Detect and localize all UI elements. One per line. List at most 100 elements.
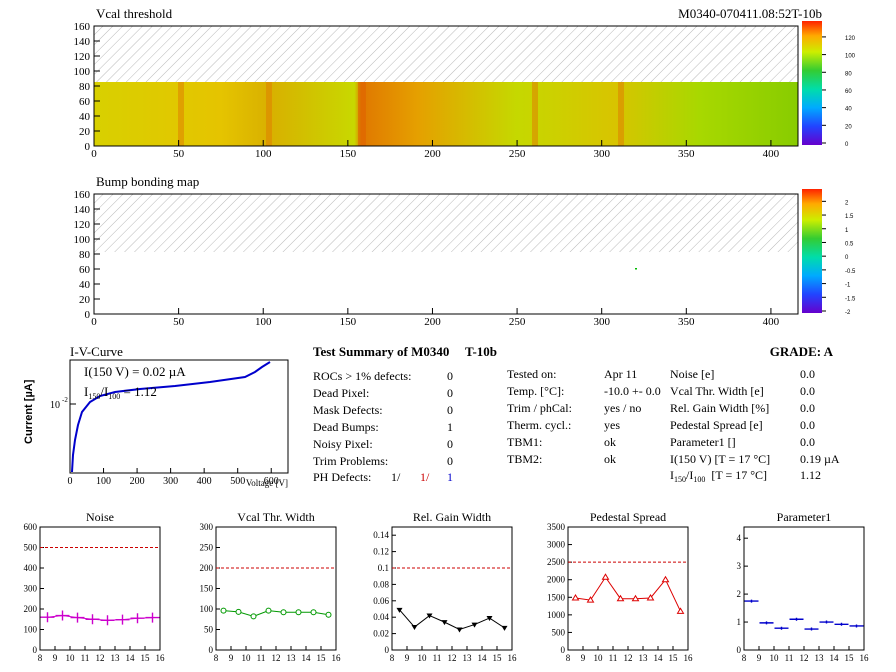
chart-y-tick-label: 0.02 bbox=[373, 629, 389, 639]
chart-point bbox=[115, 614, 130, 625]
chart-y-tick-label: 0 bbox=[737, 645, 742, 655]
chart-x-tick-label: 12 bbox=[272, 653, 281, 663]
map2-title: Bump bonding map bbox=[96, 174, 199, 189]
chart-y-tick-label: 0 bbox=[33, 645, 38, 655]
condition-label: TBM2: bbox=[507, 452, 542, 466]
iv-ytick-exp: -2 bbox=[62, 396, 68, 404]
chart-x-tick-label: 15 bbox=[845, 653, 855, 663]
palette-tick-label: -1.5 bbox=[845, 296, 856, 302]
chart-title: Pedestal Spread bbox=[590, 510, 666, 524]
iv-x-tick-label: 0 bbox=[68, 476, 73, 487]
map-y-tick-label: 140 bbox=[74, 36, 91, 48]
iv-xlabel: Voltage [V] bbox=[246, 478, 288, 488]
palette-tick-label: -0.5 bbox=[845, 269, 856, 275]
map-y-tick-label: 100 bbox=[74, 66, 91, 78]
chart-y-tick-label: 100 bbox=[24, 625, 38, 635]
map1-palette-ticks: 0 20 40 60 80 100 120 bbox=[822, 36, 856, 148]
parameter-label: Pedestal Spread [e] bbox=[670, 418, 763, 432]
palette-tick-label: 100 bbox=[845, 54, 856, 60]
iv-annotation-1: I(150 V) = 0.02 µA bbox=[84, 364, 186, 379]
map-x-tick-label: 300 bbox=[593, 316, 610, 328]
summary-parameters: Noise [e] 0.0 Vcal Thr. Width [e] 0.0 Rel. G… bbox=[670, 367, 840, 466]
chart-series-line bbox=[575, 576, 681, 612]
palette-tick-label: 40 bbox=[845, 107, 852, 113]
map-x-tick-label: 100 bbox=[255, 316, 272, 328]
chart-x-tick-label: 10 bbox=[594, 653, 604, 663]
map-y-tick-label: 120 bbox=[74, 219, 91, 231]
chart-frame bbox=[391, 526, 513, 651]
condition-label: TBM1: bbox=[507, 435, 542, 449]
palette-tick-label: 60 bbox=[845, 89, 852, 95]
summary-tag: T-10b bbox=[465, 344, 497, 359]
chart-y-tick-label: 3 bbox=[737, 561, 742, 571]
map-x-tick-label: 0 bbox=[91, 148, 97, 160]
chart-point bbox=[235, 608, 242, 615]
summary-row-label: Noisy Pixel: bbox=[313, 437, 373, 451]
chart-point bbox=[676, 607, 685, 614]
chart-x-tick-label: 8 bbox=[214, 653, 219, 663]
chart-point bbox=[804, 627, 819, 631]
chart-point bbox=[586, 596, 595, 603]
iv-x-tick-label: 200 bbox=[130, 476, 145, 487]
iv-curve-line bbox=[71, 361, 271, 473]
chart-x-tick-label: 12 bbox=[800, 653, 809, 663]
map-x-tick-label: 350 bbox=[678, 316, 695, 328]
map-x-tick-label: 50 bbox=[173, 316, 185, 328]
map-y-tick-label: 20 bbox=[79, 126, 91, 138]
chart-y-tick-label: 1 bbox=[737, 617, 742, 627]
iv-x-tick-label: 400 bbox=[197, 476, 212, 487]
chart-y-tick-label: 50 bbox=[204, 625, 214, 635]
map1-axes: 0 50 100 150 200 250 300 350 4000204060801001201… bbox=[74, 21, 780, 160]
chart-x-tick-label: 16 bbox=[332, 653, 342, 663]
condition-value: ok bbox=[604, 435, 616, 449]
summary-row-value: 0 bbox=[447, 386, 453, 400]
chart-point bbox=[631, 594, 640, 602]
test-summary: Test Summary of M0340 T-10b GRADE: A ROC… bbox=[313, 344, 840, 484]
summary-row-value: 0 bbox=[447, 403, 453, 417]
map-x-tick-label: 250 bbox=[509, 316, 526, 328]
map-x-tick-label: 300 bbox=[593, 148, 610, 160]
chart-x-tick-label: 8 bbox=[390, 653, 395, 663]
iv-x-tick-label: 600 bbox=[264, 476, 279, 487]
chart-point bbox=[616, 594, 625, 602]
map-y-tick-label: 20 bbox=[79, 294, 91, 306]
chart-y-tick-label: 0 bbox=[209, 645, 214, 655]
chart-x-tick-label: 12 bbox=[448, 653, 457, 663]
map2-unused-area bbox=[94, 194, 798, 252]
chart-y-tick-label: 300 bbox=[200, 522, 214, 532]
condition-value: ok bbox=[604, 452, 616, 466]
chart-y-tick-label: 0.12 bbox=[373, 547, 389, 557]
chart-x-tick-label: 13 bbox=[463, 653, 473, 663]
chart-point bbox=[819, 620, 834, 624]
chart-point bbox=[130, 613, 145, 624]
map-y-tick-label: 60 bbox=[79, 264, 91, 276]
map-x-tick-label: 0 bbox=[91, 316, 97, 328]
chart-title: Rel. Gain Width bbox=[413, 510, 491, 524]
chart-point bbox=[646, 594, 655, 601]
chart-point bbox=[145, 612, 160, 623]
palette-tick-label: 0.5 bbox=[845, 241, 854, 247]
palette-tick-label: 0 bbox=[845, 142, 849, 148]
chart-point bbox=[220, 607, 227, 614]
iv-title: I-V-Curve bbox=[70, 344, 123, 359]
chart-point bbox=[471, 622, 478, 628]
chart-frame bbox=[215, 526, 337, 651]
chart-x-tick-label: 10 bbox=[66, 653, 76, 663]
ratio-value: 1.12 bbox=[800, 468, 821, 482]
summary-row-label: Dead Pixel: bbox=[313, 386, 369, 400]
map-x-tick-label: 400 bbox=[763, 316, 780, 328]
map-y-tick-label: 40 bbox=[79, 111, 91, 123]
parameter-label: Vcal Thr. Width [e] bbox=[670, 384, 764, 398]
iv-y-label: Current [µA] bbox=[23, 379, 35, 444]
palette-tick-label: -1 bbox=[845, 283, 851, 289]
chart-y-tick-label: 500 bbox=[24, 543, 38, 553]
chart-x-tick-label: 14 bbox=[654, 653, 664, 663]
chart-point bbox=[426, 613, 433, 619]
chart-y-tick-label: 200 bbox=[24, 604, 38, 614]
iv-annotation-2: I150/I100 = 1.12 bbox=[84, 384, 157, 401]
map-y-tick-label: 0 bbox=[85, 309, 91, 321]
map-y-tick-label: 140 bbox=[74, 204, 91, 216]
map-y-tick-label: 80 bbox=[79, 249, 91, 261]
